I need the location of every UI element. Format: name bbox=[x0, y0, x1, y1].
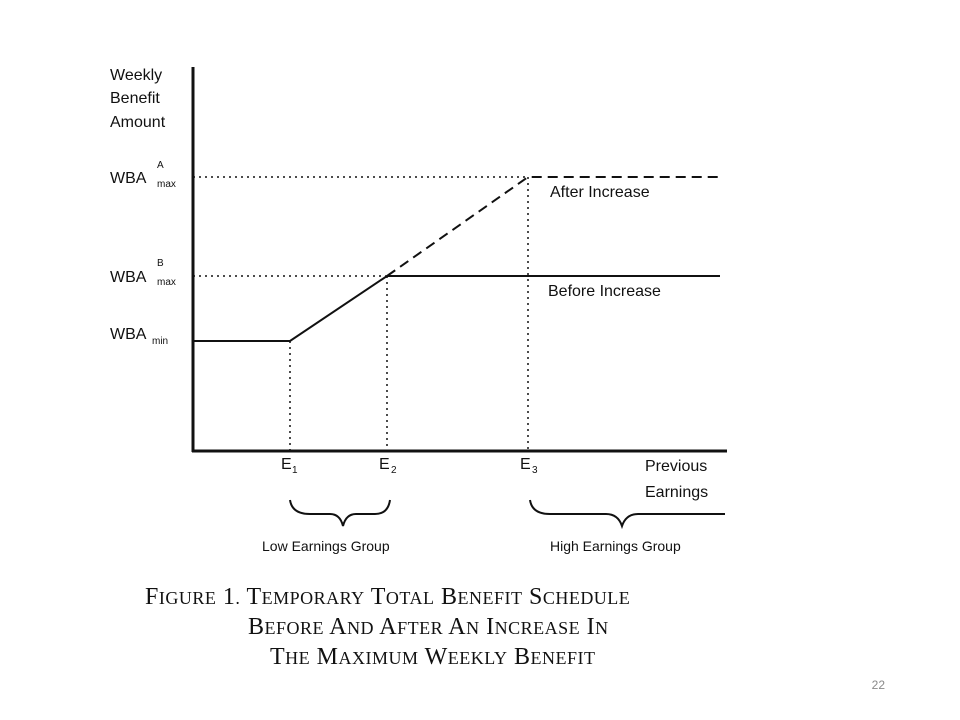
low-earnings-brace bbox=[289, 499, 391, 527]
x-label-e3: E 3 bbox=[520, 456, 538, 476]
high-earnings-brace bbox=[529, 499, 725, 530]
page-number: 22 bbox=[871, 678, 885, 692]
y-axis-title-line-3: Amount bbox=[110, 114, 166, 131]
x-axis-title-line-2: Earnings bbox=[645, 484, 708, 501]
x-axis-title-line-1: Previous bbox=[645, 458, 707, 475]
y-axis-title-line-1: Weekly bbox=[110, 67, 162, 84]
svg-text:A: A bbox=[157, 160, 164, 171]
svg-text:min: min bbox=[152, 336, 168, 347]
after-increase-curve bbox=[386, 176, 720, 277]
before-increase-curve bbox=[193, 275, 720, 342]
low-earnings-group-label: Low Earnings Group bbox=[262, 538, 390, 554]
after-increase-label: After Increase bbox=[550, 184, 650, 201]
svg-text:B: B bbox=[157, 258, 164, 269]
high-earnings-group-label: High Earnings Group bbox=[550, 538, 681, 554]
svg-text:E: E bbox=[379, 456, 390, 473]
x-label-e1: E 1 bbox=[281, 456, 298, 476]
caption-line-1: FIGURE 1. TEMPORARY TOTAL BENEFIT SCHEDU… bbox=[145, 584, 630, 610]
y-label-wba-a-max: WBA A max bbox=[110, 160, 176, 190]
svg-text:WBA: WBA bbox=[110, 269, 147, 286]
svg-text:max: max bbox=[157, 277, 176, 288]
svg-text:3: 3 bbox=[532, 465, 538, 476]
caption-line-3: THE MAXIMUM WEEKLY BENEFIT bbox=[270, 644, 595, 670]
y-label-wba-b-max: WBA B max bbox=[110, 258, 176, 288]
svg-text:2: 2 bbox=[391, 465, 397, 476]
y-label-wba-min: WBA min bbox=[110, 326, 168, 347]
svg-text:max: max bbox=[157, 179, 176, 190]
svg-text:E: E bbox=[281, 456, 292, 473]
svg-text:WBA: WBA bbox=[110, 170, 147, 187]
caption-line-2: BEFORE AND AFTER AN INCREASE IN bbox=[248, 614, 609, 640]
before-increase-label: Before Increase bbox=[548, 283, 661, 300]
svg-text:E: E bbox=[520, 456, 531, 473]
y-axis-title-line-2: Benefit bbox=[110, 90, 160, 107]
x-label-e2: E 2 bbox=[379, 456, 397, 476]
svg-text:WBA: WBA bbox=[110, 326, 147, 343]
svg-text:1: 1 bbox=[292, 465, 298, 476]
